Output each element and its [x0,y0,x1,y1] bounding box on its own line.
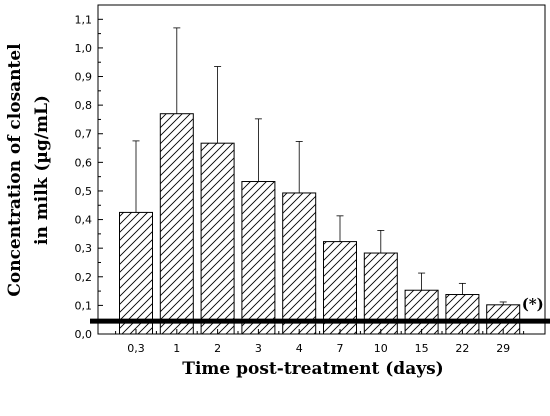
bar-3 [241,181,276,335]
bar-22 [445,294,480,335]
y-axis-title-line-2: in milk (µg/mL) [32,95,52,245]
x-tick-label: 1 [173,342,180,355]
x-tick-label: 10 [374,342,388,355]
y-axis-title-line-1: Concentration of closantel [5,43,25,297]
y-tick-label: 0,7 [75,128,93,141]
y-tick-label: 0,8 [75,99,93,112]
x-tick-label: 3 [255,342,262,355]
annotation-asterisk: (*) [522,295,544,313]
y-axis-title: Concentration of closantel in milk (µg/m… [5,43,52,297]
y-tick-label: 1,0 [75,42,93,55]
error-bars-layer [132,27,507,305]
y-tick-label: 0,9 [75,71,93,84]
plot-frame [97,4,546,335]
x-tick-label: 22 [455,342,469,355]
bar-2 [200,142,235,335]
x-tick-label: 4 [296,342,303,355]
bar-1 [159,113,194,335]
y-tick-label: 0,4 [75,214,93,227]
x-axis-title: Time post-treatment (days) [182,359,443,379]
y-tick-label: 0,5 [75,185,93,198]
y-tick-label: 0,3 [75,242,93,255]
y-axis-ticks: 0,0 0,1 0,2 0,3 0,4 0,5 0,6 0,7 0,8 0,9 1,0 1,1 [75,13,103,341]
y-tick-label: 0,2 [75,271,93,284]
x-axis-ticks: 0,3 1 2 3 4 7 10 15 22 29 [115,329,525,355]
bar-15 [404,289,439,335]
x-tick-label: 7 [337,342,344,355]
y-tick-label: 0,1 [75,299,93,312]
bars-layer [119,113,521,335]
y-tick-label: 0,6 [75,156,93,169]
x-tick-label: 2 [214,342,221,355]
bar-0,3 [119,211,153,335]
x-tick-label: 29 [496,342,510,355]
y-tick-label: 0,0 [75,328,93,341]
x-tick-label: 15 [415,342,429,355]
x-tick-label: 0,3 [127,342,145,355]
y-tick-label: 1,1 [75,13,93,26]
bar-4 [282,192,317,335]
